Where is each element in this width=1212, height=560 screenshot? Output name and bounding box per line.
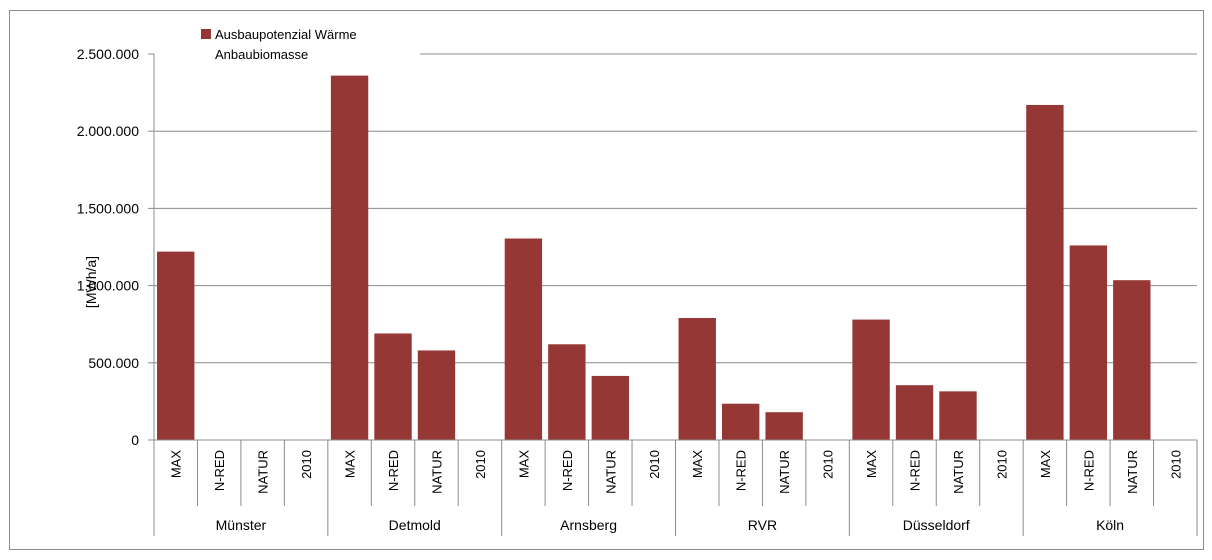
x-group-label: Arnsberg	[560, 517, 617, 533]
bar	[504, 238, 543, 440]
bar	[1069, 245, 1108, 440]
x-category-label: NATUR	[603, 450, 618, 494]
axes	[148, 53, 1198, 536]
x-category-label: NATUR	[256, 450, 271, 494]
bar	[330, 75, 369, 440]
x-category-label: NATUR	[951, 450, 966, 494]
bar	[722, 403, 760, 440]
y-tick-labels: 0 500.000 1.000.000 1.500.000 2.000.000 2.500…	[77, 46, 140, 448]
y-tick-label: 1.500.000	[77, 200, 139, 216]
x-category-label: MAX	[864, 450, 879, 479]
x-group-label: Münster	[216, 517, 267, 533]
x-group-label: Düsseldorf	[903, 517, 970, 533]
x-category-label: 2010	[299, 450, 314, 479]
x-category-label: MAX	[169, 450, 184, 479]
x-group-label: RVR	[748, 517, 777, 533]
bar	[852, 319, 890, 440]
chart-area	[9, 10, 1204, 550]
bar	[417, 350, 456, 440]
x-group-label: Detmold	[389, 517, 441, 533]
x-group-labels: Münster Detmold Arnsberg RVR Düsseldorf Köln	[216, 517, 1124, 533]
x-category-label: 2010	[821, 450, 836, 479]
y-tick-label: 2.000.000	[77, 123, 139, 139]
x-category-label: N-RED	[386, 450, 401, 491]
bar	[591, 375, 629, 440]
legend-label-line1: Ausbaupotenzial Wärme	[215, 27, 357, 42]
gridlines	[154, 53, 1197, 364]
x-category-label: NATUR	[777, 450, 792, 494]
x-category-label: MAX	[343, 450, 358, 479]
bar	[678, 318, 716, 440]
y-tick-label: 0	[131, 432, 139, 448]
y-tick-label: 2.500.000	[77, 46, 139, 62]
bar	[1026, 104, 1064, 441]
bar	[939, 391, 977, 440]
bar	[765, 412, 803, 440]
bar	[1113, 280, 1151, 440]
x-category-label: MAX	[1038, 450, 1053, 479]
x-category-label: 2010	[473, 450, 488, 479]
bar	[157, 251, 195, 440]
bar	[548, 344, 586, 440]
x-category-label: N-RED	[1081, 450, 1096, 491]
x-category-label: N-RED	[734, 450, 749, 491]
x-category-labels: MAX N-RED NATUR 2010 MAX N-RED NATUR 2010 MAX N-R…	[169, 450, 1184, 494]
x-category-label: 2010	[1168, 450, 1183, 479]
x-category-label: 2010	[994, 450, 1009, 479]
x-category-label: 2010	[647, 450, 662, 479]
x-category-label: NATUR	[429, 450, 444, 494]
x-category-label: MAX	[516, 450, 531, 479]
x-category-label: NATUR	[1125, 450, 1140, 494]
x-category-label: N-RED	[212, 450, 227, 491]
x-category-label: MAX	[690, 450, 705, 479]
bar	[374, 333, 412, 440]
x-group-label: Köln	[1096, 517, 1124, 533]
x-category-label: N-RED	[908, 450, 923, 491]
y-axis-label: [MWh/a]	[83, 256, 99, 308]
legend: Ausbaupotenzial Wärme Anbaubiomasse	[201, 27, 357, 62]
bar	[895, 385, 934, 440]
x-category-label: N-RED	[560, 450, 575, 491]
bars	[157, 75, 1151, 441]
y-tick-label: 500.000	[88, 355, 139, 371]
y-tick-label: 1.000.000	[77, 278, 139, 294]
legend-swatch	[201, 29, 211, 39]
legend-label-line2: Anbaubiomasse	[215, 47, 308, 62]
